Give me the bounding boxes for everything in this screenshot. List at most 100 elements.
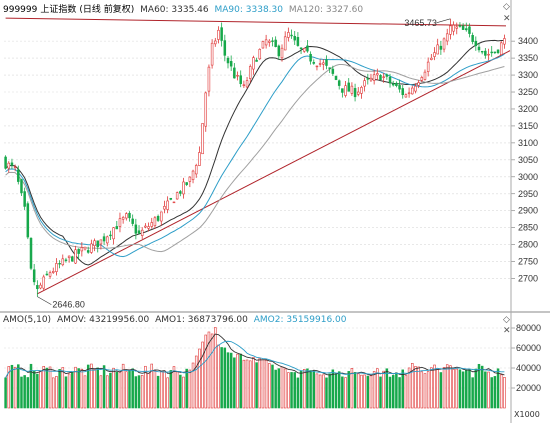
volume-bar [153, 370, 157, 409]
volume-bar [147, 372, 150, 409]
volume-bar [10, 364, 14, 409]
volume-bar [140, 375, 144, 409]
candle-body [147, 226, 150, 229]
volume-bar [191, 362, 195, 409]
candle-body [93, 240, 96, 246]
candle-body [220, 27, 223, 41]
candle-body [112, 227, 115, 240]
volume-averages [5, 333, 505, 379]
candle-body [96, 240, 99, 248]
candle-body [436, 44, 439, 55]
candle-body [86, 250, 90, 253]
candle-body [293, 35, 296, 41]
settings-diamond-icon-2[interactable]: ◇ [503, 315, 510, 325]
candle-body [150, 222, 153, 227]
volume-bar [137, 375, 141, 409]
candle-body [360, 87, 363, 94]
volume-bar [315, 373, 319, 409]
index-name: 上证指数 [40, 5, 77, 15]
candle-body [121, 217, 125, 220]
price-tick-label: 3350 [518, 53, 538, 63]
candle-body [217, 29, 220, 40]
candle-body [484, 50, 487, 56]
volume-bar [271, 364, 274, 409]
candle-body [357, 91, 360, 95]
candle-body [175, 192, 179, 200]
candle-body [207, 66, 211, 92]
candle-body [51, 271, 55, 273]
candle-body [106, 236, 109, 244]
candle-body [36, 285, 39, 290]
candle-body [45, 273, 49, 276]
volume-bar [363, 374, 366, 409]
price-tick-label: 3200 [518, 104, 538, 114]
candle-body [242, 84, 246, 86]
volume-bar [32, 371, 36, 409]
volume-tick-label: 20000 [516, 383, 541, 393]
volume-bar [134, 376, 138, 409]
candle-body [194, 165, 198, 175]
candle-body [29, 237, 33, 269]
candle-body [287, 32, 290, 38]
volume-bar [334, 373, 338, 409]
volume-bar [13, 366, 17, 409]
candles [4, 18, 506, 297]
candle-body [341, 88, 344, 93]
candle-body [493, 51, 497, 54]
volume-bars [4, 327, 506, 409]
volume-bar [385, 368, 389, 409]
candle-body [398, 85, 401, 90]
volume-bar [353, 372, 357, 409]
volume-bar [436, 369, 439, 409]
volume-bar [36, 373, 39, 409]
candle-body [334, 75, 338, 80]
candle-body [344, 85, 347, 96]
candle-body [328, 67, 331, 69]
volume-bar [55, 376, 58, 409]
price-tick-label: 2800 [518, 240, 538, 250]
candle-body [430, 57, 433, 60]
moving-averages [5, 39, 505, 266]
candle-body [350, 85, 354, 94]
settings-diamond-icon[interactable]: ◇ [503, 2, 510, 12]
candle-body [4, 156, 7, 169]
annotation-arrow [37, 296, 52, 305]
candle-body [166, 200, 169, 210]
volume-bar [93, 369, 96, 409]
price-tick-label: 2700 [518, 274, 538, 284]
volume-bar [210, 333, 214, 409]
candle-body [322, 62, 325, 65]
price-tick-label: 3050 [518, 155, 538, 165]
volume-bar [477, 363, 481, 409]
volume-bar [414, 366, 417, 409]
annotation-arrow [436, 18, 451, 24]
volume-bar [461, 371, 465, 409]
candle-body [153, 217, 157, 227]
price-tick-label: 2850 [518, 223, 538, 233]
close-icon-2[interactable]: ✕ [503, 326, 511, 336]
candle-body [26, 203, 30, 238]
volume-tick-label: 80000 [516, 323, 541, 333]
volume-bar [42, 366, 45, 409]
volume-bar [331, 369, 335, 409]
volume-bar [239, 353, 242, 409]
volume-bar [226, 352, 230, 409]
volume-bar [201, 341, 204, 409]
volume-bar [287, 372, 290, 409]
candle-body [414, 85, 417, 92]
volume-bar [17, 364, 20, 409]
volume-bar [99, 375, 103, 409]
volume-bar [411, 363, 414, 409]
volume-bar [309, 370, 312, 409]
volume-bar [175, 371, 179, 409]
candle-body [395, 82, 398, 87]
candle-body [245, 80, 249, 88]
candle-body [404, 94, 408, 98]
candle-body [487, 53, 490, 56]
close-icon[interactable]: ✕ [503, 14, 511, 24]
candle-body [385, 74, 389, 77]
volume-bar [426, 371, 430, 409]
volume-bar [172, 366, 176, 409]
candle-body [204, 92, 208, 127]
volume-bar [280, 366, 284, 409]
